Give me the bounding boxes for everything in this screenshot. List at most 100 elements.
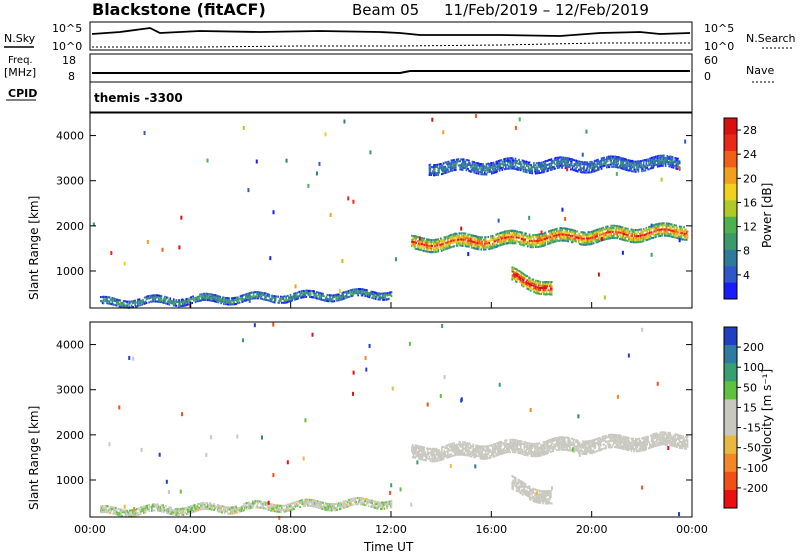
data-cell bbox=[429, 168, 432, 171]
data-cell bbox=[335, 293, 337, 296]
data-cell bbox=[547, 163, 549, 166]
data-cell bbox=[630, 232, 633, 235]
data-cell bbox=[430, 242, 433, 245]
data-cell bbox=[633, 233, 635, 236]
data-cell bbox=[562, 156, 564, 159]
data-cell bbox=[336, 293, 338, 296]
data-cell bbox=[633, 168, 635, 171]
data-cell bbox=[536, 444, 539, 447]
freq-tick-lo: 8 bbox=[68, 70, 75, 83]
data-cell bbox=[530, 454, 533, 457]
data-cell bbox=[149, 297, 151, 300]
data-cell bbox=[553, 238, 555, 241]
data-cell bbox=[653, 230, 656, 233]
data-cell bbox=[637, 238, 640, 241]
data-cell bbox=[494, 240, 497, 243]
data-cell bbox=[596, 437, 598, 440]
data-cell bbox=[624, 227, 627, 230]
data-cell bbox=[489, 243, 491, 246]
data-cell bbox=[537, 235, 540, 238]
data-cell bbox=[565, 444, 568, 447]
data-cell bbox=[478, 164, 481, 167]
data-cell bbox=[684, 228, 687, 231]
data-cell bbox=[625, 162, 627, 165]
data-cell bbox=[677, 162, 680, 165]
data-cell bbox=[516, 443, 519, 446]
data-cell bbox=[539, 163, 541, 166]
data-cell bbox=[487, 240, 490, 243]
data-cell bbox=[184, 304, 186, 307]
data-cell bbox=[673, 226, 676, 229]
data-cell bbox=[528, 233, 531, 236]
data-cell bbox=[607, 235, 610, 238]
data-cell bbox=[470, 236, 473, 239]
data-cell bbox=[539, 289, 542, 292]
data-cell bbox=[351, 288, 354, 291]
data-cell bbox=[632, 238, 634, 241]
data-cell bbox=[637, 234, 640, 238]
data-cell bbox=[609, 155, 612, 158]
data-cell bbox=[503, 447, 505, 450]
data-cell bbox=[462, 447, 465, 450]
data-cell bbox=[461, 168, 463, 171]
data-cell bbox=[141, 301, 143, 304]
data-cell bbox=[466, 243, 469, 246]
data-cell bbox=[595, 229, 598, 232]
data-cell bbox=[674, 165, 677, 168]
data-cell bbox=[494, 246, 497, 249]
data-cell bbox=[630, 447, 633, 450]
data-cell bbox=[412, 446, 415, 449]
data-cell bbox=[534, 246, 537, 249]
data-cell bbox=[556, 440, 559, 443]
data-cell bbox=[145, 295, 148, 298]
data-cell bbox=[593, 445, 596, 448]
data-cell bbox=[634, 233, 637, 236]
data-cell bbox=[270, 298, 273, 301]
data-cell bbox=[535, 449, 538, 452]
data-cell bbox=[474, 239, 476, 242]
data-cell bbox=[558, 231, 561, 234]
data-cell bbox=[412, 243, 415, 246]
data-cell bbox=[585, 169, 588, 172]
data-cell bbox=[612, 159, 615, 162]
data-cell bbox=[418, 248, 420, 251]
data-cell bbox=[597, 158, 599, 161]
data-cell bbox=[453, 444, 455, 447]
data-cell bbox=[574, 237, 577, 241]
data-cell bbox=[566, 159, 569, 162]
data-cell bbox=[486, 246, 489, 249]
data-cell bbox=[535, 235, 538, 238]
data-cell bbox=[666, 224, 669, 227]
data-cell bbox=[326, 294, 329, 297]
data-cell bbox=[333, 294, 336, 297]
data-cell bbox=[543, 451, 546, 454]
data-cell bbox=[620, 441, 623, 444]
data-cell bbox=[363, 288, 366, 291]
data-cell bbox=[573, 164, 576, 167]
data-cell bbox=[548, 166, 551, 169]
data-cell bbox=[236, 296, 238, 299]
data-cell bbox=[213, 294, 215, 297]
data-cell bbox=[519, 440, 522, 443]
data-cell bbox=[531, 282, 534, 285]
data-cell bbox=[588, 233, 591, 236]
data-cell bbox=[522, 238, 525, 241]
data-cell bbox=[665, 224, 668, 227]
data-cell bbox=[440, 454, 443, 457]
data-cell bbox=[461, 232, 463, 235]
data-cell bbox=[503, 443, 505, 446]
data-cell bbox=[504, 158, 506, 161]
data-cell bbox=[264, 294, 266, 297]
data-cell bbox=[268, 295, 271, 298]
data-cell bbox=[604, 447, 606, 450]
data-cell bbox=[452, 245, 455, 248]
data-cell bbox=[586, 241, 589, 244]
data-cell bbox=[568, 163, 570, 166]
data-cell bbox=[436, 459, 439, 462]
data-cell bbox=[677, 163, 679, 166]
data-cell bbox=[196, 296, 199, 299]
data-cell bbox=[186, 303, 188, 306]
data-cell bbox=[106, 302, 108, 305]
data-cell bbox=[459, 443, 462, 446]
data-cell bbox=[512, 448, 514, 451]
